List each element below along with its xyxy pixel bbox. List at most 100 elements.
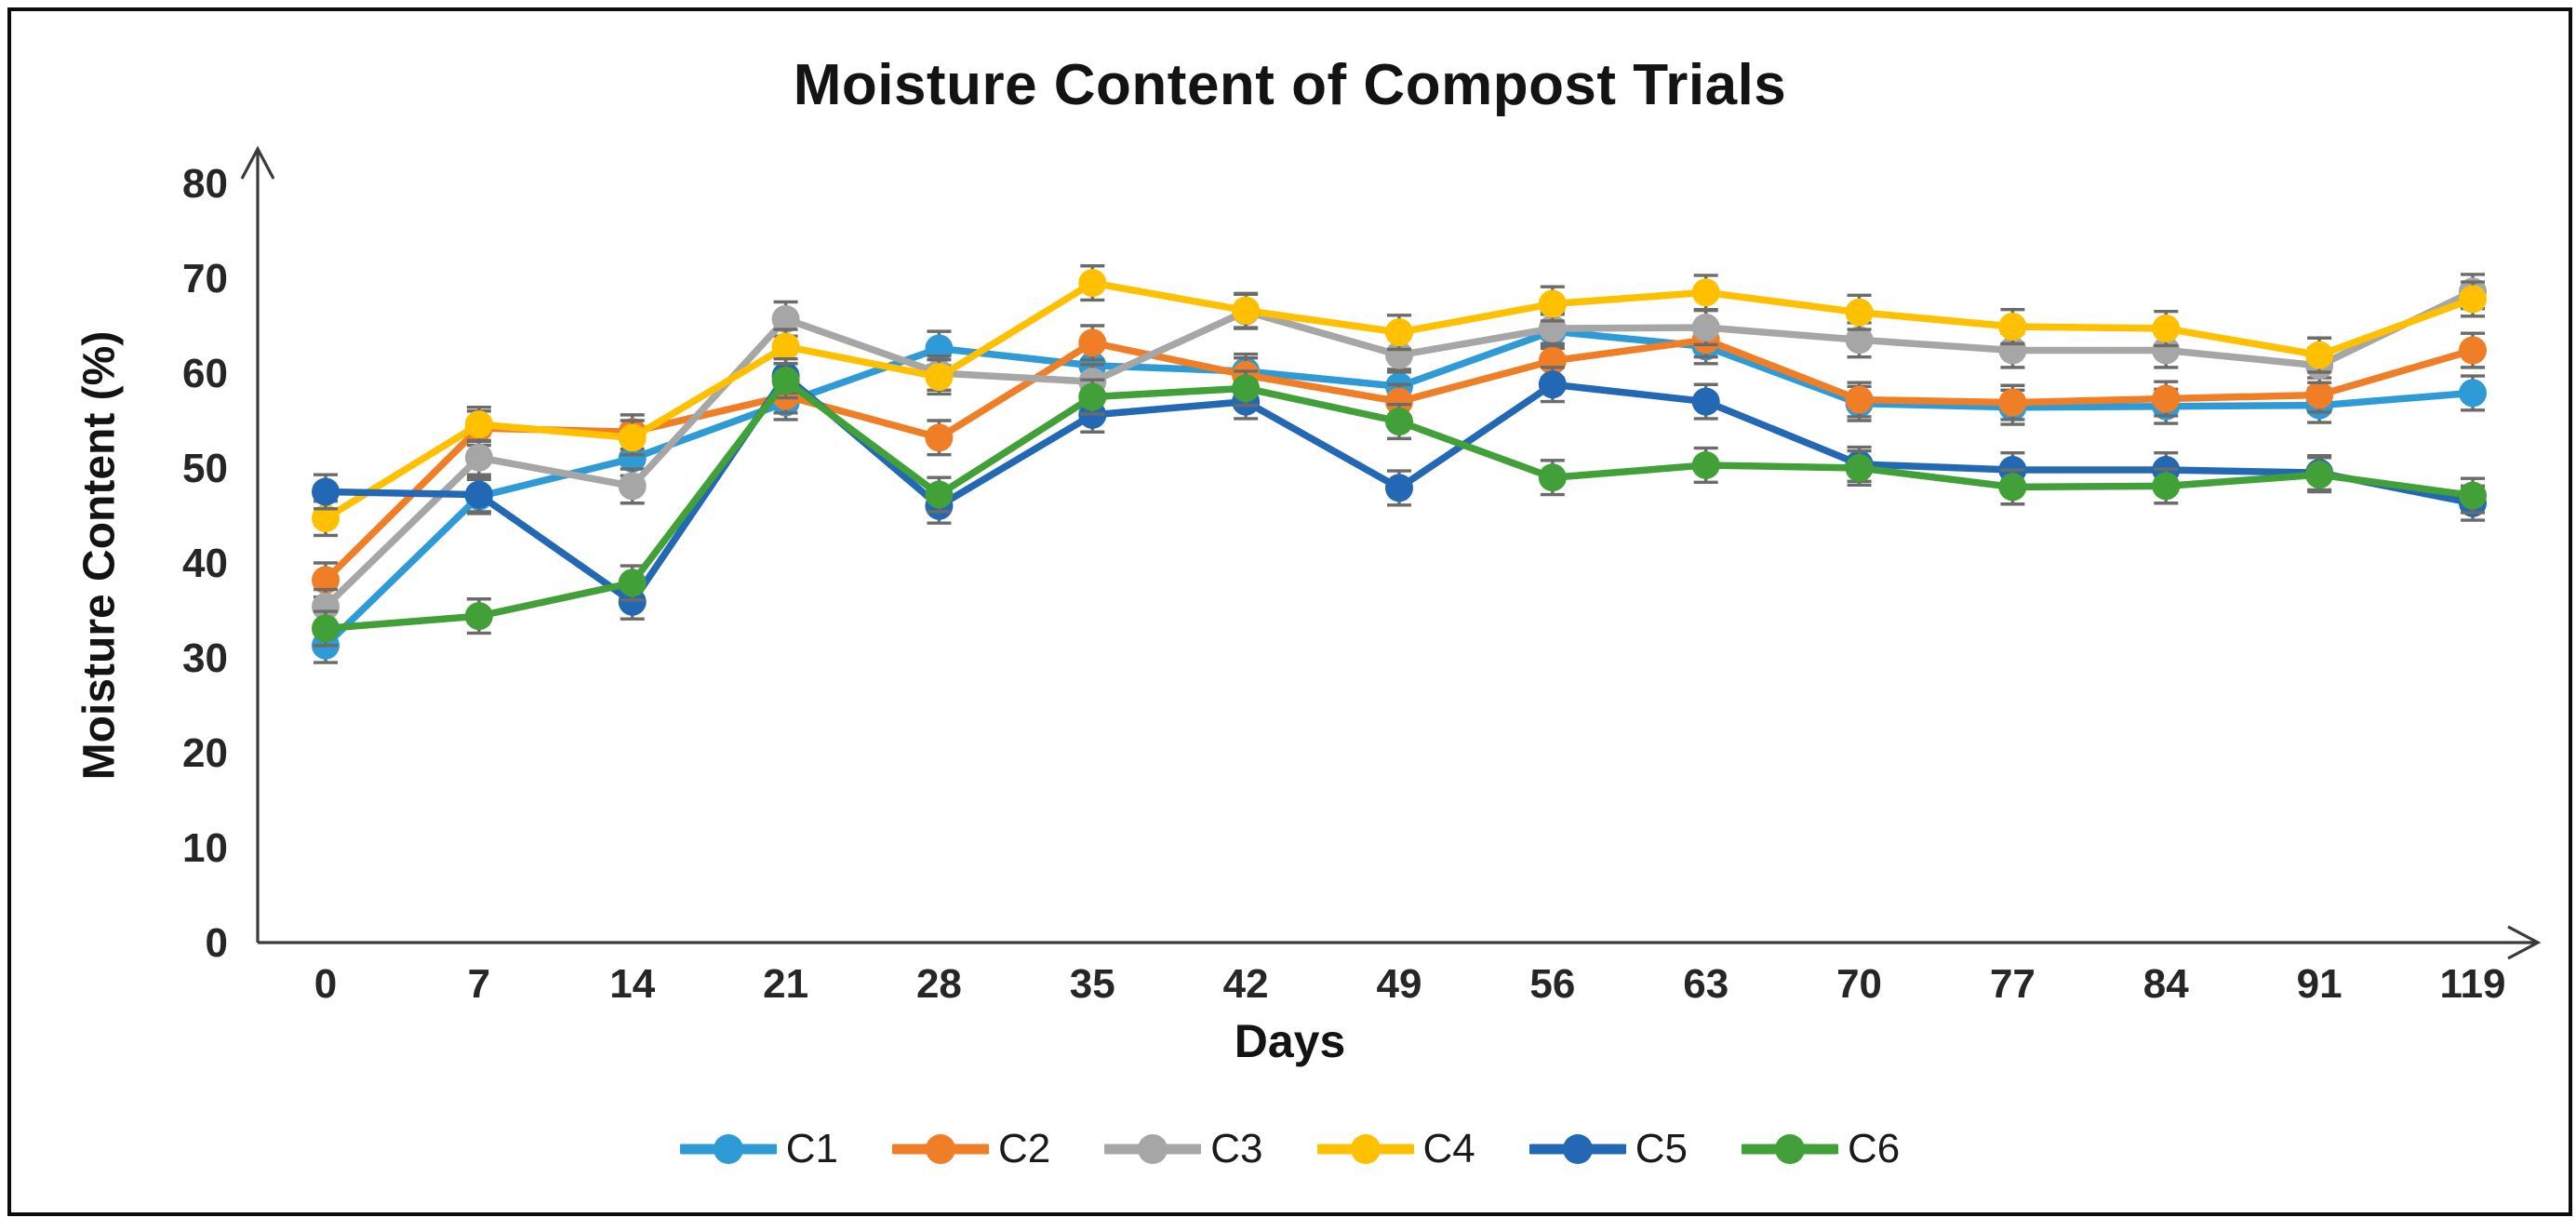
- data-point-marker: [464, 480, 493, 509]
- data-point-marker: [1232, 374, 1261, 403]
- svg-text:119: 119: [2440, 961, 2506, 1007]
- legend-label-c6: C6: [1848, 1126, 1901, 1171]
- axes: [240, 145, 2542, 960]
- data-point-marker: [1538, 370, 1567, 399]
- data-point-marker: [1078, 328, 1107, 357]
- data-point-marker: [925, 423, 954, 452]
- data-point-marker: [312, 614, 340, 643]
- svg-text:70: 70: [1836, 961, 1882, 1007]
- svg-text:14: 14: [609, 961, 655, 1007]
- svg-text:50: 50: [182, 446, 228, 491]
- data-point-marker: [464, 410, 493, 439]
- markers-C6: [312, 367, 2487, 643]
- data-point-marker: [2152, 472, 2181, 501]
- markers-C4: [312, 269, 2487, 533]
- data-point-marker: [2152, 384, 2181, 413]
- data-point-marker: [1384, 474, 1413, 502]
- data-point-marker: [2305, 461, 2334, 489]
- legend-marker-c3: [1104, 1134, 1202, 1164]
- svg-text:91: 91: [2297, 961, 2342, 1007]
- svg-text:20: 20: [182, 730, 228, 776]
- data-point-marker: [2305, 381, 2334, 409]
- plot-area: 0 10 20 30 40 50 60 70 80 0 7 14 21 28 35 42 49 56 63 70 77 8…: [182, 145, 2542, 1007]
- data-point-marker: [464, 602, 493, 631]
- svg-text:7: 7: [468, 961, 490, 1007]
- legend-item-c3: C3: [1104, 1126, 1263, 1172]
- svg-text:0: 0: [206, 920, 228, 966]
- legend-marker-c6: [1742, 1134, 1838, 1164]
- data-point-marker: [2458, 285, 2487, 314]
- data-point-marker: [1845, 385, 1874, 414]
- data-point-marker: [1691, 278, 1720, 307]
- legend-label-c4: C4: [1422, 1126, 1475, 1171]
- data-point-marker: [618, 472, 647, 501]
- data-point-marker: [1691, 450, 1720, 479]
- data-point-marker: [2152, 314, 2181, 343]
- x-axis-title: Days: [1234, 1015, 1346, 1067]
- svg-text:28: 28: [916, 961, 962, 1007]
- data-point-marker: [2152, 336, 2181, 365]
- legend-item-c1: C1: [679, 1126, 838, 1172]
- svg-text:77: 77: [1990, 961, 2035, 1007]
- svg-text:30: 30: [182, 636, 228, 681]
- data-point-marker: [925, 480, 954, 509]
- legend-label-c3: C3: [1210, 1126, 1263, 1171]
- data-point-marker: [312, 504, 340, 533]
- svg-text:60: 60: [182, 351, 228, 396]
- data-point-marker: [1384, 408, 1413, 436]
- legend-item-c4: C4: [1316, 1126, 1475, 1172]
- data-point-marker: [771, 367, 800, 395]
- chart-frame: Moisture Content of Compost Trials Moist…: [7, 7, 2572, 1216]
- legend-marker-c1: [679, 1134, 777, 1164]
- data-point-marker: [1691, 314, 1720, 342]
- legend-marker-c2: [892, 1134, 989, 1164]
- data-point-marker: [618, 569, 647, 597]
- y-tick-labels: 0 10 20 30 40 50 60 70 80: [182, 161, 228, 966]
- series-C4: [312, 264, 2487, 538]
- data-point-marker: [2458, 379, 2487, 408]
- data-point-marker: [1538, 289, 1567, 318]
- legend-marker-c4: [1316, 1134, 1414, 1164]
- legend-item-c5: C5: [1528, 1126, 1688, 1172]
- data-point-marker: [2305, 341, 2334, 369]
- legend-label-c5: C5: [1635, 1126, 1688, 1171]
- data-point-marker: [2458, 336, 2487, 365]
- data-point-marker: [771, 304, 800, 333]
- svg-text:42: 42: [1223, 961, 1269, 1007]
- legend-item-c6: C6: [1742, 1126, 1900, 1172]
- legend-item-c2: C2: [892, 1126, 1050, 1172]
- legend-label-c1: C1: [785, 1126, 838, 1171]
- data-point-marker: [2458, 481, 2487, 510]
- svg-text:21: 21: [763, 961, 808, 1007]
- data-point-marker: [771, 332, 800, 361]
- data-point-marker: [1998, 388, 2027, 417]
- svg-text:35: 35: [1070, 961, 1115, 1007]
- series-C2: [312, 321, 2487, 599]
- legend-label-c2: C2: [998, 1126, 1051, 1171]
- chart-title: Moisture Content of Compost Trials: [793, 53, 1787, 117]
- data-point-marker: [464, 443, 493, 472]
- data-point-marker: [1998, 313, 2027, 341]
- data-point-marker: [1845, 454, 1874, 482]
- svg-text:56: 56: [1529, 961, 1575, 1007]
- x-tick-labels: 0 7 14 21 28 35 42 49 56 63 70 77 84 91 119: [314, 961, 2506, 1007]
- data-point-marker: [1998, 473, 2027, 502]
- series-C6: [312, 362, 2487, 648]
- data-point-marker: [312, 477, 340, 506]
- data-point-marker: [312, 566, 340, 595]
- svg-text:49: 49: [1377, 961, 1422, 1007]
- data-point-marker: [1538, 463, 1567, 492]
- svg-text:10: 10: [182, 825, 228, 871]
- data-point-marker: [1078, 269, 1107, 298]
- data-point-marker: [1845, 298, 1874, 327]
- legend-marker-c5: [1528, 1134, 1626, 1164]
- data-point-marker: [312, 592, 340, 621]
- svg-text:63: 63: [1683, 961, 1728, 1007]
- svg-text:0: 0: [314, 961, 337, 1007]
- svg-text:40: 40: [182, 541, 228, 586]
- data-point-marker: [1691, 387, 1720, 416]
- data-point-marker: [1384, 387, 1413, 416]
- data-point-marker: [925, 363, 954, 392]
- svg-text:80: 80: [182, 161, 228, 207]
